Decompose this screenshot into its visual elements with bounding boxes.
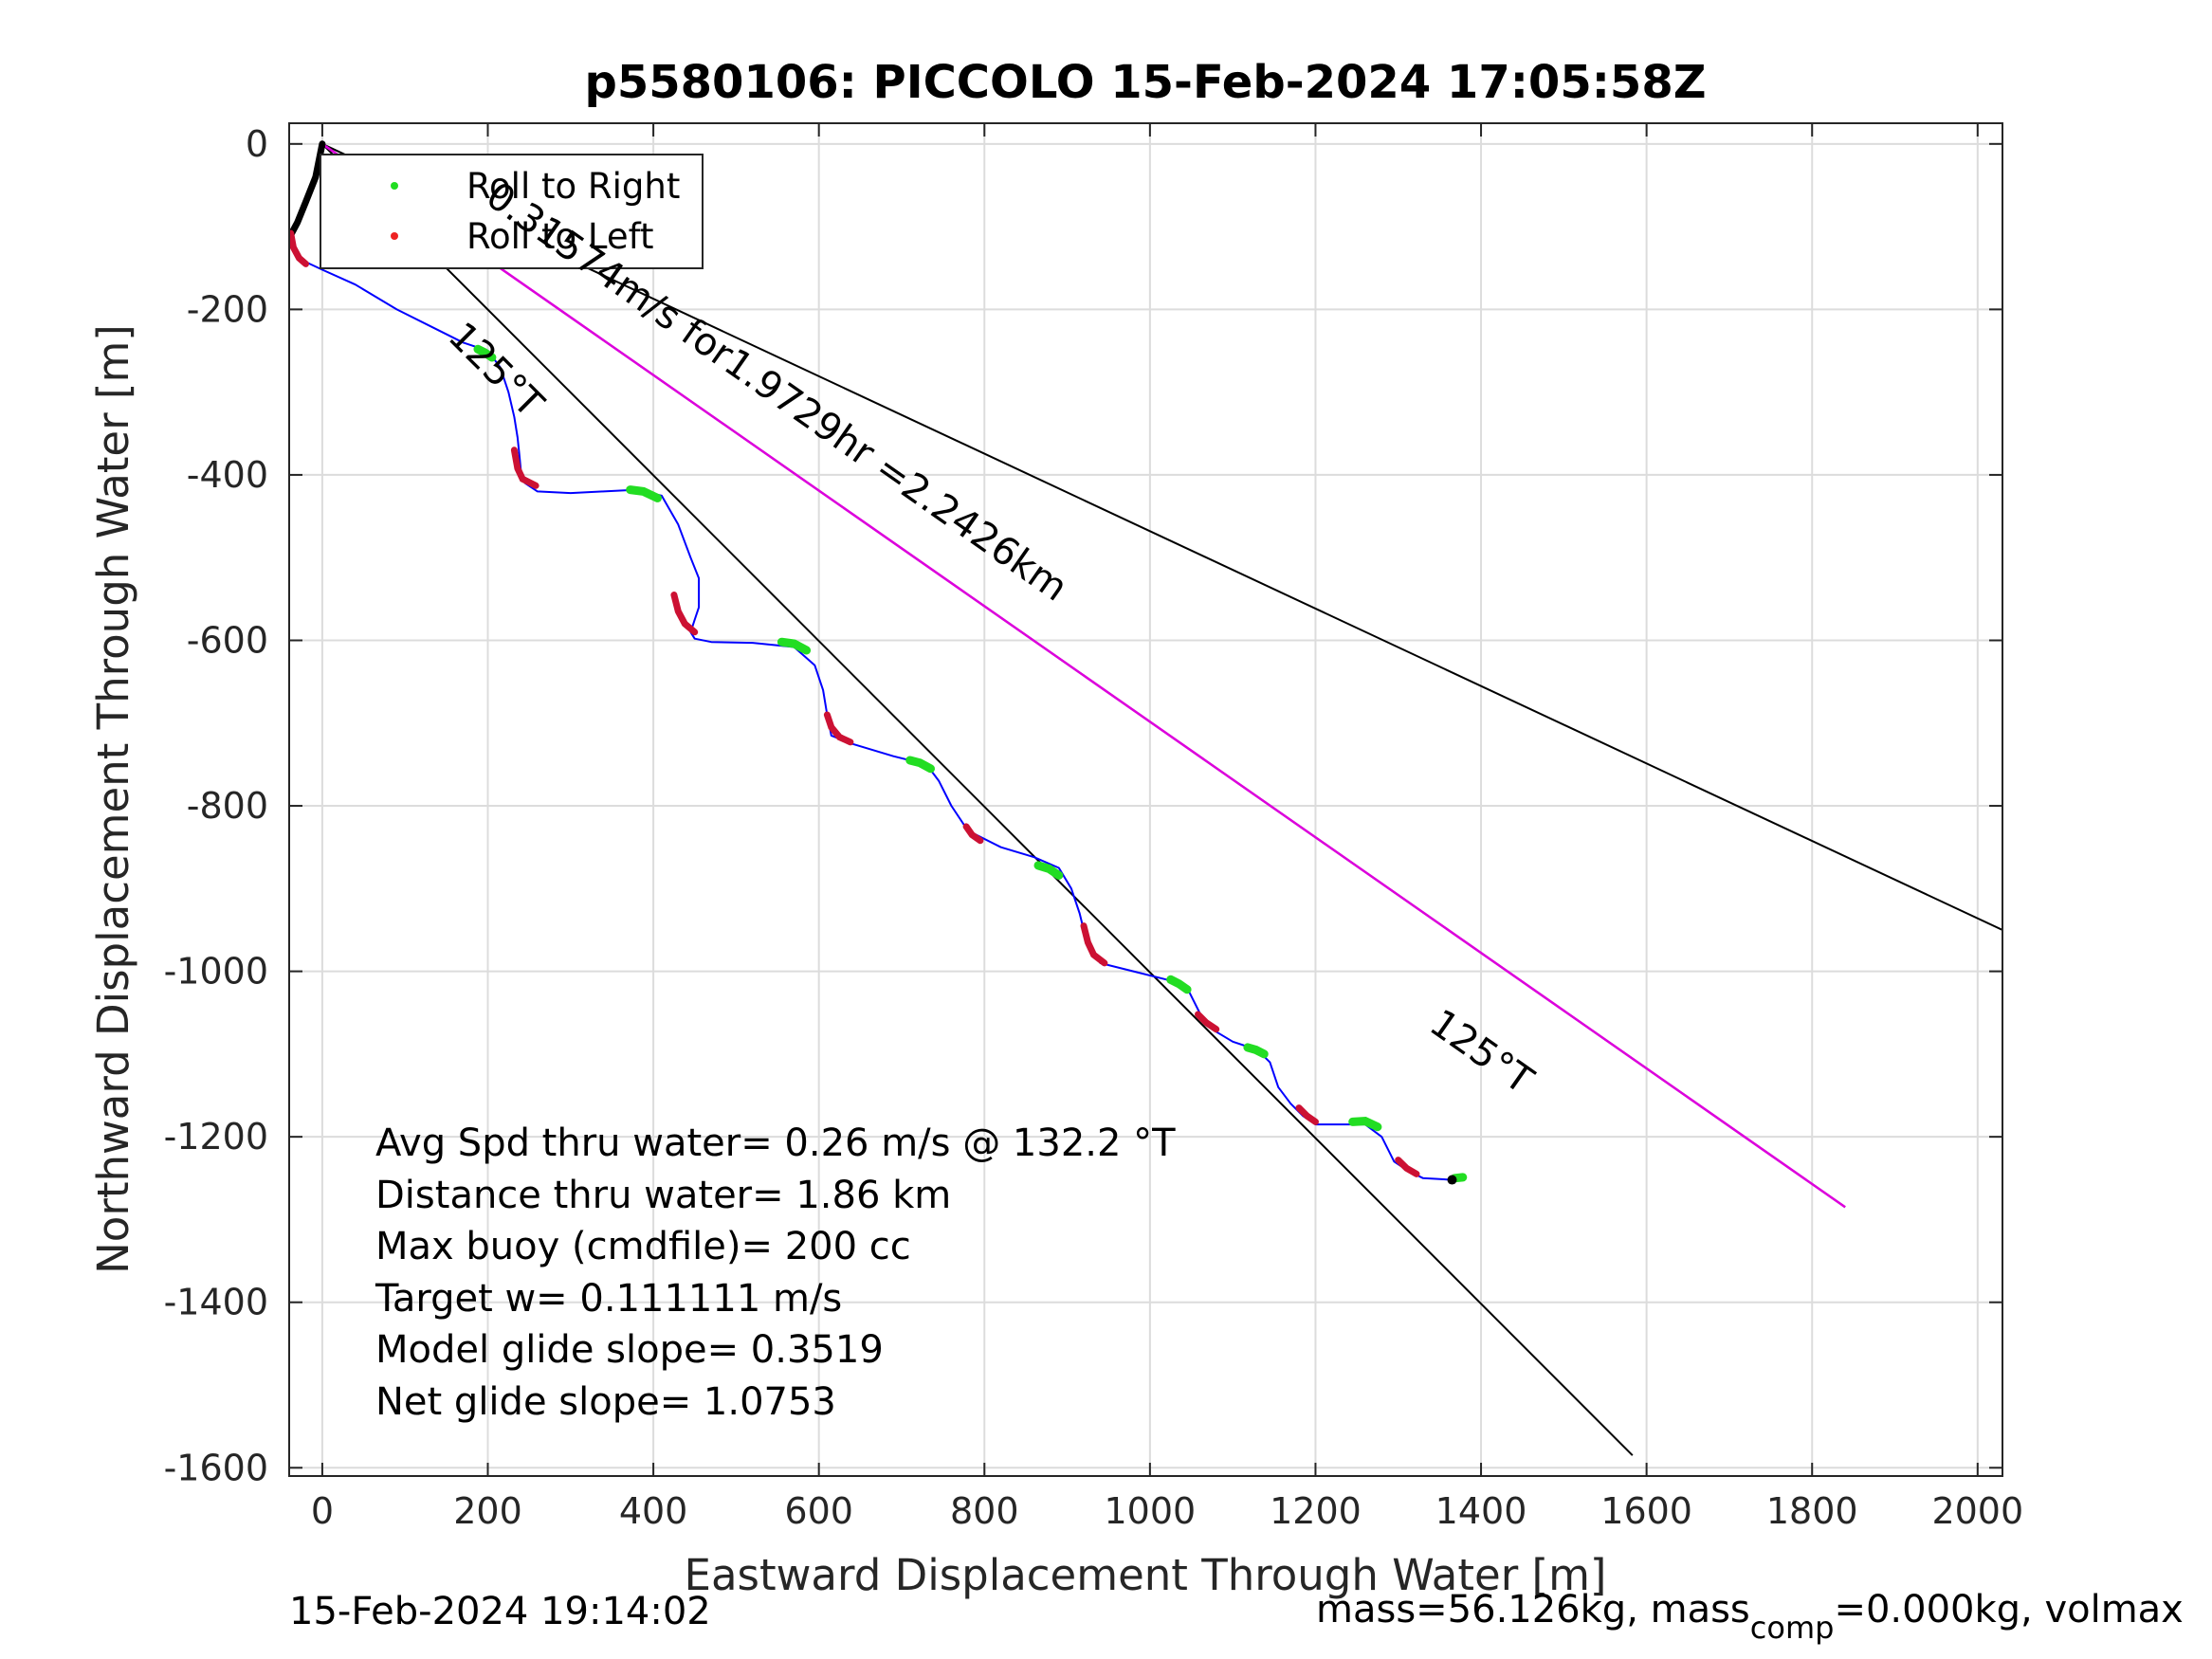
- roll-right-segment: [1033, 861, 1064, 880]
- x-tick-label: 0: [311, 1490, 334, 1532]
- y-tick-label: -600: [187, 619, 268, 661]
- roll-right-segment: [626, 485, 662, 502]
- stat-model-glide: Model glide slope= 0.3519: [375, 1328, 884, 1372]
- footer-mass-prefix: mass=56.126kg, mass: [1316, 1588, 1750, 1632]
- y-axis-label: Northward Displacement Through Water [m]: [88, 324, 138, 1274]
- axis-ticks: 0 200 400 600 800 1000 1200 1400 1600 1800 2000 0 -2…: [164, 123, 2024, 1532]
- y-tick-label: -1600: [164, 1447, 268, 1488]
- x-tick-label: 200: [453, 1490, 522, 1532]
- roll-left-segment: [1395, 1157, 1420, 1177]
- stat-target-w: Target w= 0.111111 m/s: [375, 1277, 842, 1321]
- annotation-text: 125°T: [440, 314, 552, 426]
- glider-track: [289, 234, 1465, 1181]
- legend-marker-roll-right: [391, 182, 398, 190]
- stat-max-buoy: Max buoy (cmdfile)= 200 cc: [375, 1225, 911, 1268]
- y-tick-label: 0: [246, 123, 268, 165]
- roll-right-segment: [905, 756, 935, 774]
- annotations: 125°T0.31574m/s for1.9729hr =2.2426km125…: [440, 173, 1542, 1103]
- y-tick-label: -800: [187, 785, 268, 827]
- x-tick-label: 1000: [1105, 1490, 1197, 1532]
- roll-left-segment: [962, 823, 984, 845]
- y-tick-label: -1400: [164, 1282, 268, 1323]
- end-point: [1447, 1175, 1457, 1185]
- footer-mass-suffix: =0.000kg, volmax: [1834, 1588, 2183, 1632]
- x-tick-label: 600: [784, 1490, 853, 1532]
- surface-track: [289, 140, 326, 239]
- footer-mass: mass=56.126kg, masscomp=0.000kg, volmax: [1316, 1588, 2184, 1646]
- legend-label-roll-left: Roll to Left: [466, 216, 654, 257]
- chart-title: p5580106: PICCOLO 15-Feb-2024 17:05:58Z: [584, 56, 1706, 109]
- y-tick-label: -1000: [164, 951, 268, 993]
- roll-left-segment: [1195, 1011, 1220, 1033]
- plot-area: [289, 140, 2002, 1456]
- annotation-text: 0.31574m/s for1.9729hr =2.2426km: [478, 173, 1075, 610]
- roll-right-segment: [473, 344, 497, 362]
- legend: Roll to Right Roll to Left: [320, 154, 704, 269]
- roll-left-segment: [510, 447, 539, 489]
- x-tick-label: 1400: [1435, 1490, 1527, 1532]
- dive-vector-line: [321, 142, 1846, 1209]
- y-tick-label: -1200: [164, 1116, 268, 1158]
- roll-left-segment: [289, 229, 309, 267]
- x-tick-label: 400: [619, 1490, 688, 1532]
- roll-left-segment: [670, 592, 699, 636]
- roll-right-segment: [777, 637, 812, 655]
- stat-avg-speed: Avg Spd thru water= 0.26 m/s @ 132.2 °T: [375, 1121, 1176, 1165]
- heading-line: [321, 142, 2002, 931]
- stat-net-glide: Net glide slope= 1.0753: [375, 1380, 836, 1424]
- heading-line: [321, 143, 1634, 1456]
- stats-block: Avg Spd thru water= 0.26 m/s @ 132.2 °T …: [375, 1121, 1176, 1424]
- footer-mass-sub: comp: [1750, 1610, 1835, 1646]
- grid: [289, 123, 2002, 1476]
- roll-right-segment: [1243, 1043, 1269, 1059]
- legend-marker-roll-left: [391, 232, 398, 240]
- x-axis-label: Eastward Displacement Through Water [m]: [685, 1550, 1607, 1600]
- x-tick-label: 1800: [1766, 1490, 1858, 1532]
- y-tick-label: -200: [187, 288, 268, 330]
- y-tick-label: -400: [187, 454, 268, 496]
- x-tick-label: 800: [950, 1490, 1019, 1532]
- x-tick-label: 1600: [1600, 1490, 1692, 1532]
- x-tick-label: 2000: [1931, 1490, 2023, 1532]
- roll-right-segment: [1166, 975, 1192, 994]
- legend-label-roll-right: Roll to Right: [466, 166, 680, 207]
- roll-left-segment: [823, 711, 854, 746]
- roll-left-segment: [1295, 1104, 1319, 1125]
- roll-left-segment: [1080, 922, 1108, 967]
- x-tick-label: 1200: [1270, 1490, 1362, 1532]
- footer-timestamp: 15-Feb-2024 19:14:02: [289, 1590, 711, 1633]
- legend-box: [320, 154, 704, 269]
- stat-distance: Distance thru water= 1.86 km: [375, 1174, 951, 1217]
- roll-right-segment: [1348, 1117, 1382, 1132]
- axes-box: [288, 122, 2003, 1477]
